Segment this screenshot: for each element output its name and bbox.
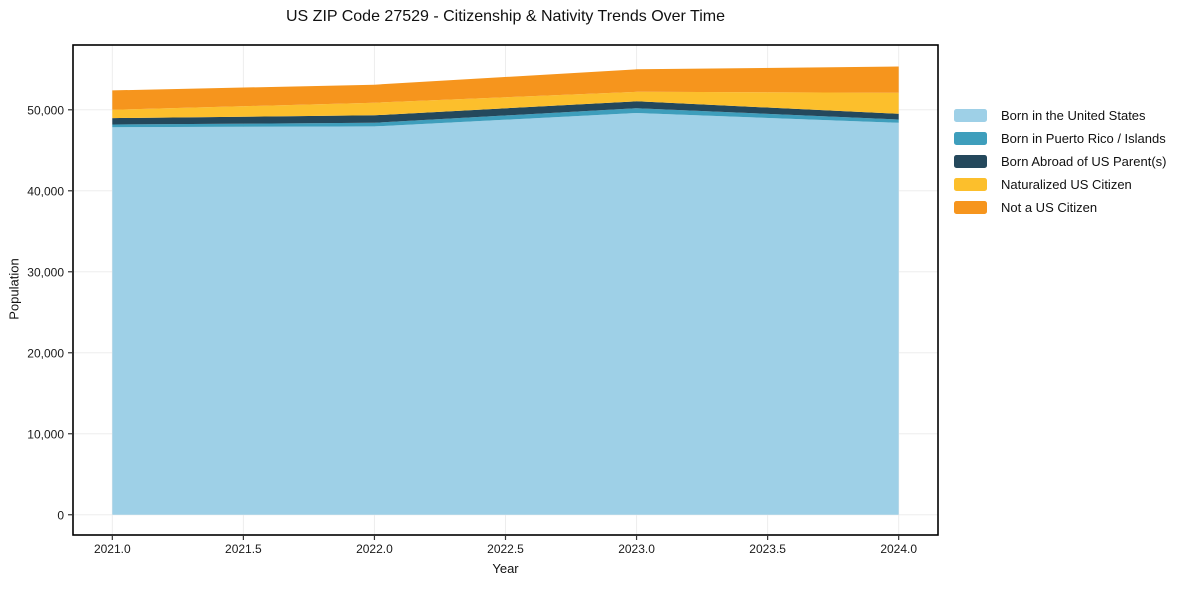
legend-swatch <box>954 201 987 214</box>
area-naturalized-us-citizen <box>112 91 899 119</box>
y-tick-label: 0 <box>57 508 64 522</box>
area-born-abroad-of-us-parent-s <box>112 101 899 125</box>
y-tick-label: 30,000 <box>27 265 64 279</box>
x-tick-label: 2022.5 <box>487 542 524 556</box>
y-tick-label: 50,000 <box>27 103 64 117</box>
legend-swatch <box>954 155 987 168</box>
x-tick-label: 2023.0 <box>618 542 655 556</box>
area-born-in-the-united-states <box>112 113 899 515</box>
y-axis-title: Population <box>6 258 22 320</box>
legend-label: Not a US Citizen <box>1001 200 1098 215</box>
legend: Born in the United States Born in Puerto … <box>954 104 1166 219</box>
x-tick-label: 2021.5 <box>225 542 262 556</box>
legend-item-not-a-us-citizen: Not a US Citizen <box>954 196 1166 219</box>
legend-label: Born Abroad of US Parent(s) <box>1001 154 1167 169</box>
x-tick-label: 2022.0 <box>356 542 393 556</box>
x-tick-label: 2024.0 <box>880 542 917 556</box>
legend-swatch <box>954 109 987 122</box>
legend-item-born-abroad-of-us-parent-s: Born Abroad of US Parent(s) <box>954 150 1166 173</box>
chart-title: US ZIP Code 27529 - Citizenship & Nativi… <box>286 8 725 25</box>
legend-swatch <box>954 178 987 191</box>
legend-label: Born in the United States <box>1001 108 1146 123</box>
y-tick-label: 10,000 <box>27 427 64 441</box>
legend-item-naturalized-us-citizen: Naturalized US Citizen <box>954 173 1166 196</box>
legend-label: Naturalized US Citizen <box>1001 177 1132 192</box>
legend-item-born-in-the-united-states: Born in the United States <box>954 104 1166 127</box>
x-axis-title: Year <box>492 561 519 576</box>
legend-swatch <box>954 132 987 145</box>
area-born-in-puerto-rico-islands <box>112 108 899 128</box>
area-not-a-us-citizen <box>112 66 899 110</box>
x-tick-label: 2023.5 <box>749 542 786 556</box>
y-tick-label: 20,000 <box>27 346 64 360</box>
legend-item-born-in-puerto-rico-islands: Born in Puerto Rico / Islands <box>954 127 1166 150</box>
x-tick-label: 2021.0 <box>94 542 131 556</box>
y-tick-label: 40,000 <box>27 184 64 198</box>
legend-label: Born in Puerto Rico / Islands <box>1001 131 1166 146</box>
